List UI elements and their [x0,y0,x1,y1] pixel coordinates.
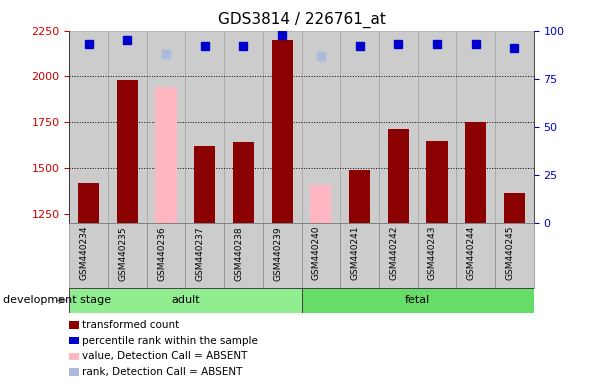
Bar [388,129,409,223]
Text: fetal: fetal [405,295,430,306]
Bar [263,223,302,288]
Bar [456,223,495,288]
Text: development stage: development stage [3,295,111,306]
Text: GSM440237: GSM440237 [196,226,205,281]
Bar [117,80,138,223]
Bar [417,31,456,223]
Bar [495,31,534,223]
Text: GSM440239: GSM440239 [273,226,282,281]
Bar [108,31,147,223]
Title: GDS3814 / 226761_at: GDS3814 / 226761_at [218,12,385,28]
Bar [426,141,447,223]
Bar [69,368,78,376]
Bar [495,223,534,288]
Bar [310,185,332,223]
Bar [302,31,340,223]
Bar [504,194,525,223]
Bar [78,184,99,223]
Bar [194,146,215,223]
Bar [69,288,302,313]
Bar [69,31,108,223]
Bar [224,223,263,288]
Text: transformed count: transformed count [83,320,180,330]
Bar [379,31,417,223]
Bar [224,31,263,223]
Text: GSM440235: GSM440235 [118,226,127,281]
Bar [417,223,456,288]
Text: GSM440240: GSM440240 [312,226,321,280]
Bar [186,31,224,223]
Bar [69,223,108,288]
Text: percentile rank within the sample: percentile rank within the sample [83,336,258,346]
Bar [340,31,379,223]
Bar [108,223,147,288]
Bar [340,223,379,288]
Bar [379,223,417,288]
Bar [69,321,78,329]
Text: adult: adult [171,295,200,306]
Bar [456,31,495,223]
Bar [147,223,186,288]
Bar [147,31,186,223]
Text: GSM440245: GSM440245 [505,226,514,280]
Bar [349,170,370,223]
Bar [302,223,340,288]
Text: GSM440234: GSM440234 [80,226,89,280]
Text: GSM440241: GSM440241 [350,226,359,280]
Bar [69,353,78,360]
Text: value, Detection Call = ABSENT: value, Detection Call = ABSENT [83,351,248,361]
Bar [233,142,254,223]
Text: GSM440242: GSM440242 [389,226,398,280]
Text: GSM440243: GSM440243 [428,226,437,280]
Text: GSM440238: GSM440238 [235,226,244,281]
Text: rank, Detection Call = ABSENT: rank, Detection Call = ABSENT [83,367,243,377]
Bar [263,31,302,223]
Bar [302,288,534,313]
Text: GSM440244: GSM440244 [467,226,476,280]
Bar [271,40,293,223]
Bar [186,223,224,288]
Bar [465,122,486,223]
Bar [156,88,177,223]
Bar [69,337,78,344]
Text: GSM440236: GSM440236 [157,226,166,281]
